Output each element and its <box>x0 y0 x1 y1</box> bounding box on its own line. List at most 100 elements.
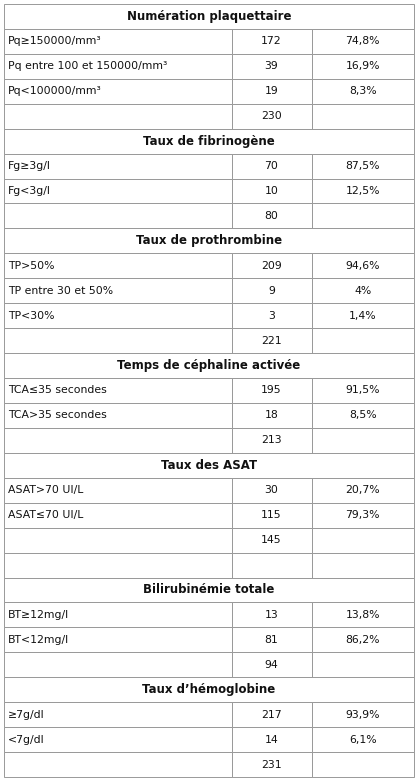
Bar <box>4 328 232 353</box>
Bar <box>232 752 311 777</box>
Bar <box>4 4 414 29</box>
Text: 6,1%: 6,1% <box>349 735 377 744</box>
Text: 20,7%: 20,7% <box>345 485 380 495</box>
Bar <box>232 528 311 553</box>
Text: 221: 221 <box>261 336 282 346</box>
Text: Taux d’hémoglobine: Taux d’hémoglobine <box>143 683 275 696</box>
Text: Fg≥3g/l: Fg≥3g/l <box>8 161 51 171</box>
Bar <box>232 428 311 453</box>
Text: 86,2%: 86,2% <box>346 635 380 645</box>
Bar <box>4 627 232 652</box>
Text: 217: 217 <box>261 710 282 719</box>
Text: 13: 13 <box>265 610 278 620</box>
Text: 18: 18 <box>265 411 278 420</box>
Bar <box>232 79 311 104</box>
Bar <box>232 29 311 54</box>
Text: 94,6%: 94,6% <box>346 261 380 271</box>
Bar <box>4 179 232 204</box>
Text: BT≥12mg/l: BT≥12mg/l <box>8 610 69 620</box>
Bar <box>4 228 414 253</box>
Bar <box>232 702 311 727</box>
Text: 10: 10 <box>265 186 278 196</box>
Bar <box>4 403 232 428</box>
Text: 70: 70 <box>265 161 278 171</box>
Bar <box>232 652 311 677</box>
Text: 8,5%: 8,5% <box>349 411 377 420</box>
Text: 209: 209 <box>261 261 282 271</box>
Bar <box>311 104 414 129</box>
Text: 74,8%: 74,8% <box>346 37 380 46</box>
Text: Pq<100000/mm³: Pq<100000/mm³ <box>8 86 102 96</box>
Text: ≥7g/dl: ≥7g/dl <box>8 710 45 719</box>
Bar <box>4 727 232 752</box>
Bar <box>4 79 232 104</box>
Bar <box>311 727 414 752</box>
Bar <box>311 154 414 179</box>
Bar <box>232 602 311 627</box>
Bar <box>4 577 414 602</box>
Bar <box>232 204 311 228</box>
Bar <box>232 478 311 503</box>
Bar <box>311 428 414 453</box>
Text: 30: 30 <box>265 485 278 495</box>
Bar <box>4 428 232 453</box>
Text: 3: 3 <box>268 311 275 321</box>
Text: Taux de prothrombine: Taux de prothrombine <box>136 234 282 248</box>
Bar <box>4 752 232 777</box>
Bar <box>311 702 414 727</box>
Bar <box>4 553 232 577</box>
Text: 9: 9 <box>268 286 275 296</box>
Bar <box>311 378 414 403</box>
Bar <box>232 553 311 577</box>
Bar <box>311 503 414 528</box>
Text: 39: 39 <box>265 62 278 71</box>
Bar <box>311 752 414 777</box>
Bar <box>232 154 311 179</box>
Text: 14: 14 <box>265 735 278 744</box>
Text: Taux des ASAT: Taux des ASAT <box>161 458 257 472</box>
Text: TCA>35 secondes: TCA>35 secondes <box>8 411 107 420</box>
Bar <box>232 378 311 403</box>
Bar <box>232 253 311 278</box>
Text: Bilirubinémie totale: Bilirubinémie totale <box>143 583 275 597</box>
Bar <box>311 54 414 79</box>
Text: TP<30%: TP<30% <box>8 311 54 321</box>
Bar <box>311 627 414 652</box>
Bar <box>311 403 414 428</box>
Text: Fg<3g/l: Fg<3g/l <box>8 186 51 196</box>
Bar <box>232 328 311 353</box>
Bar <box>4 278 232 303</box>
Bar <box>311 29 414 54</box>
Bar <box>4 253 232 278</box>
Bar <box>311 303 414 328</box>
Bar <box>232 179 311 204</box>
Text: 230: 230 <box>261 111 282 121</box>
Bar <box>4 353 414 378</box>
Text: 195: 195 <box>261 386 282 395</box>
Text: 81: 81 <box>265 635 278 645</box>
Bar <box>4 204 232 228</box>
Text: TP entre 30 et 50%: TP entre 30 et 50% <box>8 286 113 296</box>
Bar <box>311 652 414 677</box>
Bar <box>311 278 414 303</box>
Bar <box>311 528 414 553</box>
Text: ASAT>70 UI/L: ASAT>70 UI/L <box>8 485 83 495</box>
Text: <7g/dl: <7g/dl <box>8 735 45 744</box>
Bar <box>4 478 232 503</box>
Bar <box>311 553 414 577</box>
Bar <box>232 727 311 752</box>
Bar <box>311 204 414 228</box>
Bar <box>4 702 232 727</box>
Text: 231: 231 <box>261 760 282 769</box>
Text: 87,5%: 87,5% <box>346 161 380 171</box>
Bar <box>4 54 232 79</box>
Bar <box>4 602 232 627</box>
Bar <box>4 677 414 702</box>
Text: Temps de céphaline activée: Temps de céphaline activée <box>117 359 301 372</box>
Bar <box>4 652 232 677</box>
Text: 12,5%: 12,5% <box>346 186 380 196</box>
Text: 79,3%: 79,3% <box>346 510 380 520</box>
Bar <box>4 528 232 553</box>
Text: 115: 115 <box>261 510 282 520</box>
Bar <box>4 303 232 328</box>
